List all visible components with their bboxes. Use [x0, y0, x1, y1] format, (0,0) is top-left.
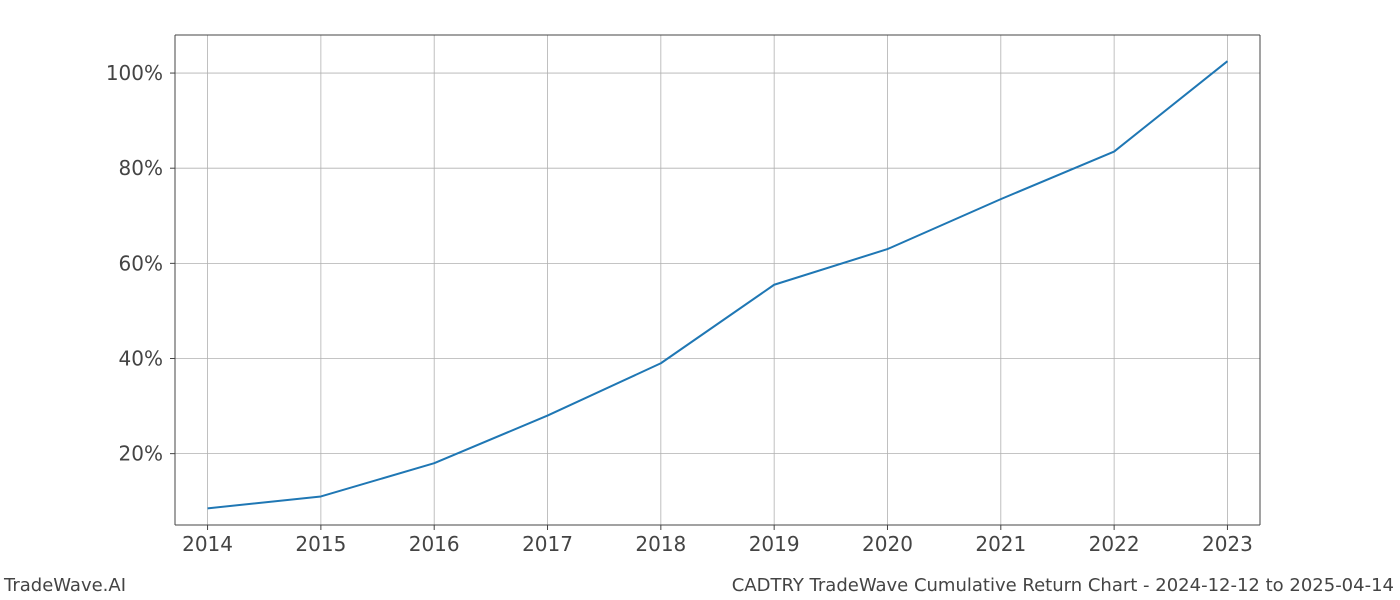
x-tick-label: 2020: [862, 532, 913, 556]
x-tick-label: 2016: [409, 532, 460, 556]
y-tick-label: 60%: [119, 251, 163, 275]
y-tick-label: 40%: [119, 346, 163, 370]
x-tick-label: 2018: [635, 532, 686, 556]
x-tick-label: 2015: [295, 532, 346, 556]
x-tick-label: 2019: [749, 532, 800, 556]
footer-left-text: TradeWave.AI: [4, 575, 126, 596]
y-tick-label: 100%: [106, 61, 163, 85]
footer-right-text: CADTRY TradeWave Cumulative Return Chart…: [732, 575, 1394, 596]
x-tick-label: 2021: [975, 532, 1026, 556]
x-tick-label: 2014: [182, 532, 233, 556]
y-tick-label: 20%: [119, 442, 163, 466]
x-tick-label: 2017: [522, 532, 573, 556]
chart-container: 2014 2015 2016 2017 2018 2019 2020 2021 2022 2023…: [0, 0, 1400, 600]
x-tick-label: 2022: [1089, 532, 1140, 556]
y-tick-label: 80%: [119, 156, 163, 180]
line-chart: 2014 2015 2016 2017 2018 2019 2020 2021 2022 2023…: [0, 0, 1400, 600]
x-tick-label: 2023: [1202, 532, 1253, 556]
